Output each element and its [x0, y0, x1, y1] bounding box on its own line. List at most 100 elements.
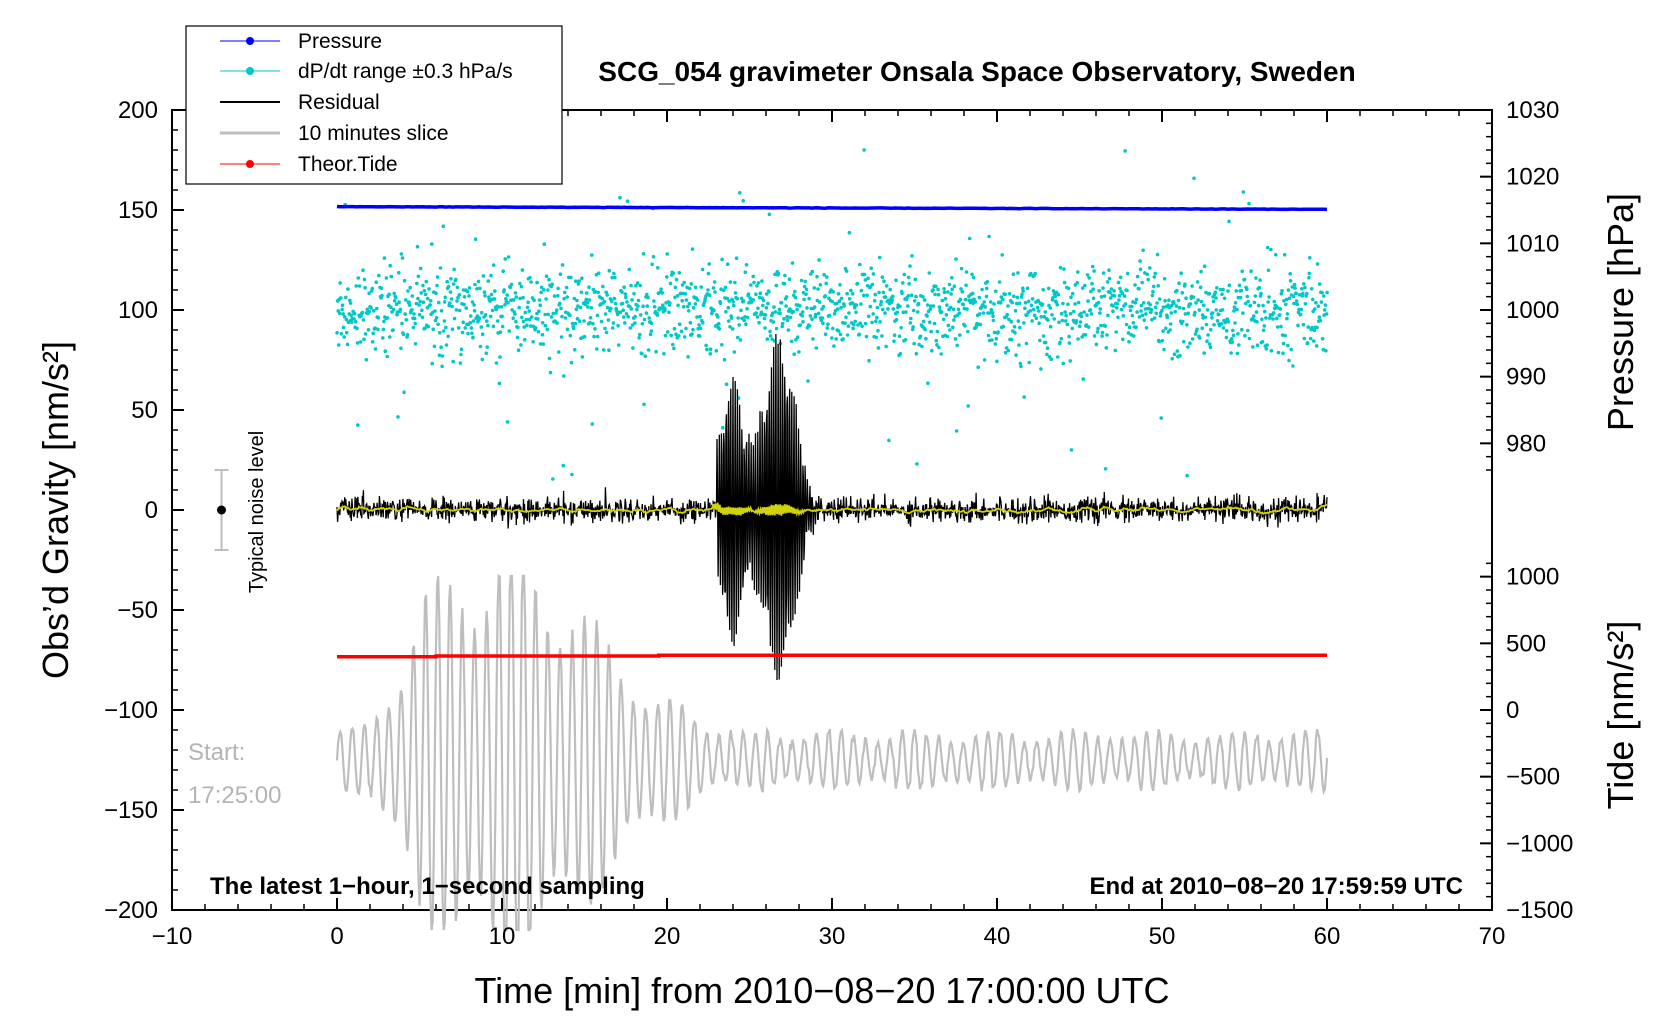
dpdt-point: [506, 301, 510, 305]
dpdt-point: [686, 355, 690, 359]
dpdt-point: [1141, 248, 1145, 253]
dpdt-point: [815, 274, 819, 279]
dpdt-point: [462, 302, 466, 307]
dpdt-point: [642, 402, 646, 407]
dpdt-point: [798, 323, 803, 327]
dpdt-point: [464, 306, 469, 310]
dpdt-point: [1021, 286, 1025, 291]
dpdt-point: [1309, 287, 1314, 291]
dpdt-point: [846, 324, 851, 328]
dpdt-point: [1040, 302, 1045, 307]
dpdt-point: [1014, 353, 1018, 357]
dpdt-point: [901, 310, 906, 315]
dpdt-point: [1118, 286, 1122, 291]
dpdt-point: [1227, 219, 1231, 224]
dpdt-point: [844, 315, 848, 320]
dpdt-point: [516, 348, 521, 353]
dpdt-point: [1144, 326, 1149, 330]
dpdt-point: [1288, 279, 1293, 283]
dpdt-point: [1031, 307, 1036, 312]
dpdt-point: [689, 282, 694, 286]
dpdt-point: [948, 305, 953, 310]
dpdt-point: [987, 234, 991, 239]
dpdt-point: [432, 344, 437, 349]
dpdt-point: [1261, 303, 1265, 308]
dpdt-point: [1226, 289, 1230, 293]
dpdt-point: [1048, 306, 1053, 310]
dpdt-point: [1170, 356, 1174, 361]
pressure-line: [336, 204, 1328, 212]
dpdt-point: [1076, 300, 1081, 305]
dpdt-point: [1124, 322, 1129, 327]
dpdt-point: [867, 358, 871, 363]
dpdt-point: [580, 355, 585, 359]
dpdt-point: [1153, 305, 1158, 310]
dpdt-point: [910, 254, 914, 258]
dpdt-point: [1092, 269, 1096, 273]
dpdt-point: [1161, 329, 1165, 333]
dpdt-point: [500, 314, 504, 319]
dpdt-point: [578, 305, 583, 310]
dpdt-point: [533, 326, 538, 330]
dpdt-point: [667, 310, 671, 315]
dpdt-point: [948, 328, 952, 332]
dpdt-point: [470, 331, 474, 336]
y-axis-tide-ticks: 1000 500 0 −500 −1000 −1500: [1480, 562, 1573, 924]
dpdt-point: [744, 322, 748, 327]
dpdt-point: [515, 335, 520, 340]
legend-marker-dpdt: [246, 67, 254, 75]
dpdt-point: [690, 247, 695, 251]
dpdt-point: [977, 312, 982, 316]
dpdt-point: [495, 319, 500, 323]
dpdt-point: [743, 315, 747, 319]
dpdt-point: [616, 323, 620, 328]
dpdt-point: [732, 350, 737, 354]
dpdt-point: [845, 291, 849, 296]
dpdt-point: [400, 321, 404, 326]
dpdt-point: [996, 330, 1000, 334]
note-bottom-left: The latest 1−hour, 1−second sampling: [210, 873, 645, 900]
noise-label: Typical noise level: [246, 431, 268, 593]
dpdt-point: [547, 356, 552, 361]
dpdt-point: [791, 310, 796, 314]
dpdt-point: [602, 299, 607, 304]
dpdt-point: [490, 308, 495, 313]
dpdt-point: [913, 277, 918, 282]
dpdt-point: [684, 298, 689, 302]
dpdt-point: [992, 302, 996, 306]
dpdt-point: [711, 286, 716, 290]
dpdt-point: [1231, 333, 1236, 338]
dpdt-point: [1113, 348, 1118, 353]
dpdt-point: [1115, 302, 1120, 306]
dpdt-point: [475, 287, 479, 291]
dpdt-point: [722, 288, 726, 293]
dpdt-point: [665, 330, 670, 334]
dpdt-point: [1106, 313, 1110, 318]
dpdt-point: [452, 267, 456, 272]
dpdt-point: [556, 286, 560, 291]
dpdt-point: [911, 325, 915, 329]
dpdt-point: [352, 317, 356, 321]
dpdt-point: [813, 312, 818, 317]
dpdt-point: [899, 326, 903, 330]
dpdt-point: [542, 288, 546, 292]
dpdt-point: [603, 312, 608, 316]
legend-label-pressure: Pressure: [298, 30, 382, 53]
residual-line: [336, 333, 1328, 681]
y-axis-pressure-ticks: 1030 1020 1010 1000 990 980: [1480, 97, 1559, 471]
dpdt-point: [733, 291, 738, 295]
legend-label-residual: Residual: [298, 91, 380, 114]
dpdt-point: [783, 273, 787, 278]
dpdt-point: [963, 297, 968, 302]
dpdt-point: [767, 290, 771, 294]
dpdt-point: [1144, 312, 1148, 316]
dpdt-point: [433, 309, 437, 313]
dpdt-point: [612, 271, 616, 276]
dpdt-point: [434, 291, 438, 296]
dpdt-point: [1221, 326, 1226, 330]
dpdt-point: [1098, 307, 1103, 311]
y-pressure-tick-label: 980: [1506, 430, 1546, 457]
dpdt-point: [824, 281, 828, 286]
dpdt-point: [949, 292, 953, 296]
dpdt-point: [467, 286, 472, 290]
